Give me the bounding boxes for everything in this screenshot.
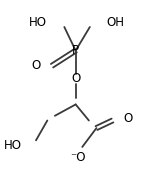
Text: ⁻O: ⁻O: [70, 151, 85, 164]
Text: O: O: [71, 72, 80, 86]
Text: P: P: [72, 44, 79, 57]
Text: HO: HO: [4, 139, 22, 152]
Text: HO: HO: [29, 16, 47, 29]
Text: OH: OH: [106, 16, 124, 29]
Text: O: O: [31, 59, 41, 72]
Text: O: O: [124, 112, 133, 125]
